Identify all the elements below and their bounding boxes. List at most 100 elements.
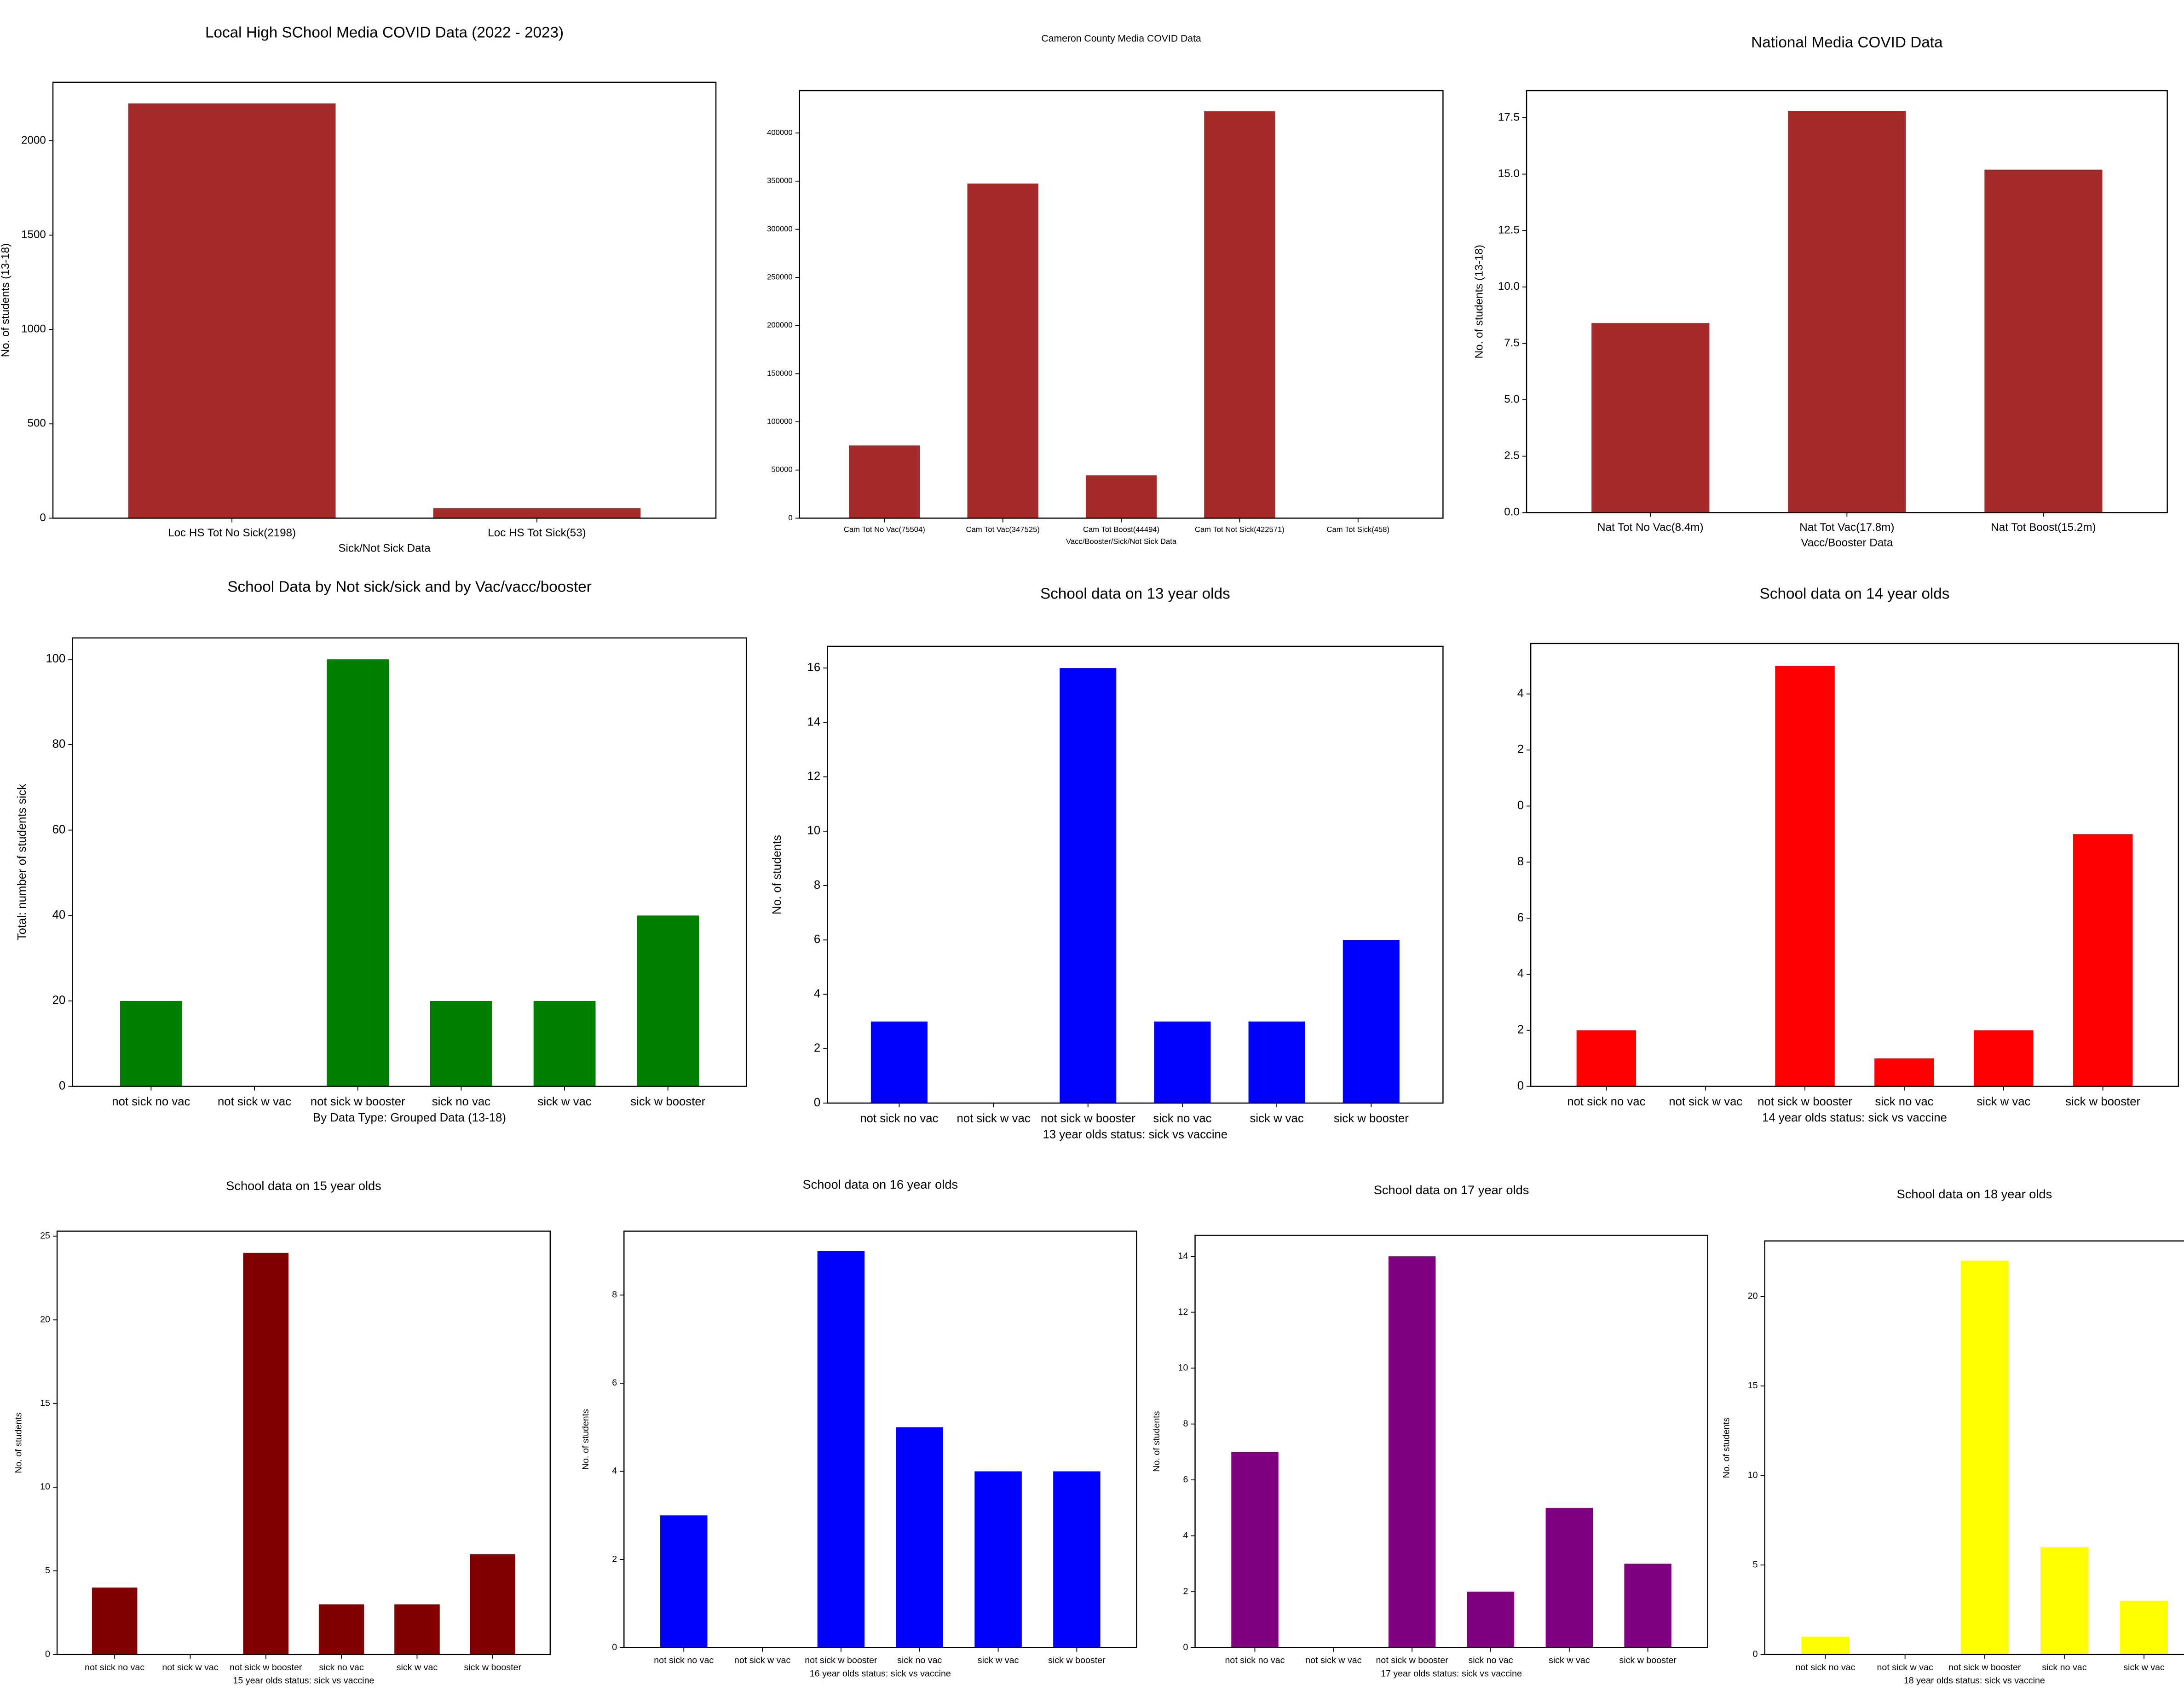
x-tick-label: not sick w booster	[311, 1095, 405, 1108]
chart-title: School data on 13 year olds	[1040, 586, 1230, 603]
x-tick-label: not sick w vac	[1669, 1095, 1742, 1108]
y-tick-label: 400000	[767, 128, 793, 137]
plot-frame	[1764, 1240, 2184, 1656]
y-tick-label: 300000	[767, 224, 793, 233]
x-tick-label: not sick no vac	[112, 1095, 190, 1108]
y-tick-label: 50000	[771, 465, 792, 474]
x-tick-label: not sick no vac	[654, 1656, 714, 1666]
plot-frame	[827, 645, 1444, 1104]
x-tick-label: Loc HS Tot Sick(53)	[488, 527, 586, 539]
x-tick-label: sick no vac	[897, 1656, 942, 1666]
y-axis-label: No. of students (13-18)	[0, 243, 12, 357]
x-tick-label: Cam Tot No Vac(75504)	[844, 525, 925, 534]
y-tick-label: 2	[1183, 1586, 1188, 1596]
y-tick-label: 0	[1517, 799, 1524, 812]
y-tick-label: 200000	[767, 321, 793, 329]
y-tick-label: 0	[1753, 1649, 1758, 1659]
y-tick-label: 0	[45, 1649, 50, 1659]
chart-title: School data on 18 year olds	[1897, 1187, 2052, 1201]
y-tick-label: 8	[1183, 1419, 1188, 1429]
bar	[1154, 1021, 1211, 1103]
y-tick-label: 10	[40, 1482, 50, 1492]
bar	[1388, 1256, 1436, 1648]
bar	[896, 1427, 943, 1648]
x-tick-label: not sick w booster	[230, 1662, 302, 1673]
x-tick-label: sick w booster	[630, 1095, 705, 1108]
y-tick-label: 0	[1517, 1079, 1524, 1092]
y-tick-label: 10	[1748, 1470, 1758, 1480]
y-tick-label: 0	[612, 1642, 617, 1652]
chart-panel: School data on 17 year olds 0 2 4 6 8 10 12 14 no…	[1152, 1183, 1708, 1679]
chart-panel: Cameron County Media COVID Data 0 50000 100…	[767, 34, 1444, 546]
bar	[1576, 1030, 1637, 1087]
x-axis-label: 17 year olds status: sick vs vaccine	[1381, 1668, 1522, 1679]
y-tick-label: 17.5	[1498, 111, 1520, 123]
chart-title: School data on 14 year olds	[1760, 586, 1950, 603]
x-tick-label: sick w vac	[537, 1095, 591, 1108]
y-tick-label: 0	[40, 512, 46, 524]
plot-frame	[623, 1230, 1137, 1648]
y-tick-label: 1500	[21, 229, 46, 241]
y-tick-label: 2	[814, 1042, 820, 1055]
x-tick-label: sick no vac	[2042, 1662, 2086, 1673]
bar	[1775, 666, 1835, 1087]
x-tick-label: not sick w vac	[1305, 1656, 1362, 1666]
x-tick-label: not sick w vac	[957, 1112, 1031, 1125]
x-tick-label: not sick no vac	[1225, 1656, 1285, 1666]
y-tick-label: 6	[814, 933, 820, 946]
bar	[394, 1604, 440, 1655]
plot-frame	[56, 1230, 551, 1656]
bar	[1231, 1452, 1279, 1648]
bar	[120, 1000, 182, 1087]
bar	[92, 1587, 138, 1655]
y-tick-label: 8	[612, 1290, 617, 1300]
bar	[1591, 323, 1710, 513]
bar	[1085, 475, 1157, 518]
y-tick-label: 16	[807, 661, 821, 674]
x-tick-label: sick w booster	[464, 1662, 522, 1673]
chart-title: School data on 16 year olds	[803, 1177, 958, 1191]
y-tick-label: 5	[45, 1565, 50, 1576]
x-tick-label: not sick w vac	[1877, 1662, 1933, 1673]
plot-frame	[52, 81, 717, 519]
y-tick-label: 25	[40, 1231, 50, 1241]
y-tick-label: 150000	[767, 369, 793, 378]
y-tick-label: 12	[807, 770, 821, 782]
y-tick-label: 12.5	[1498, 224, 1520, 236]
y-tick-label: 20	[1748, 1291, 1758, 1301]
chart-title: National Media COVID Data	[1751, 34, 1943, 51]
y-tick-label: 10	[807, 824, 821, 837]
x-tick-label: Cam Tot Vac(347525)	[966, 525, 1040, 534]
y-axis-label: No. of students	[771, 835, 784, 914]
y-axis-label: No. of students (13-18)	[1473, 245, 1486, 359]
y-tick-label: 12	[1178, 1307, 1188, 1317]
x-tick-label: not sick w vac	[218, 1095, 291, 1108]
y-tick-label: 4	[612, 1466, 617, 1476]
x-tick-label: Cam Tot Not Sick(422571)	[1195, 525, 1285, 534]
y-tick-label: 2	[1517, 1024, 1524, 1036]
plot-frame	[1194, 1235, 1708, 1648]
y-axis-label: No. of students	[1152, 1411, 1162, 1472]
x-tick-label: sick w booster	[2065, 1095, 2140, 1108]
y-tick-label: 60	[52, 823, 66, 836]
x-tick-label: not sick w booster	[1758, 1095, 1852, 1108]
x-tick-label: sick w booster	[1334, 1112, 1409, 1125]
x-tick-label: sick w booster	[1048, 1656, 1106, 1666]
bar	[1974, 1030, 2034, 1087]
x-tick-label: sick no vac	[1153, 1112, 1211, 1125]
x-tick-label: sick w vac	[397, 1662, 438, 1673]
bar	[128, 103, 336, 518]
x-axis-label: 13 year olds status: sick vs vaccine	[1043, 1128, 1228, 1141]
y-tick-label: 4	[1517, 687, 1524, 700]
y-tick-label: 8	[814, 879, 820, 891]
y-tick-label: 2	[612, 1554, 617, 1564]
x-axis-label: 18 year olds status: sick vs vaccine	[1904, 1676, 2045, 1686]
bar	[870, 1021, 928, 1103]
y-tick-label: 0.0	[1504, 506, 1520, 518]
bar	[1060, 668, 1117, 1103]
y-tick-label: 350000	[767, 176, 793, 185]
x-tick-label: not sick no vac	[1567, 1095, 1645, 1108]
x-axis-label: 14 year olds status: sick vs vaccine	[1762, 1111, 1947, 1124]
x-tick-label: sick w booster	[1619, 1656, 1677, 1666]
bar	[817, 1251, 865, 1648]
